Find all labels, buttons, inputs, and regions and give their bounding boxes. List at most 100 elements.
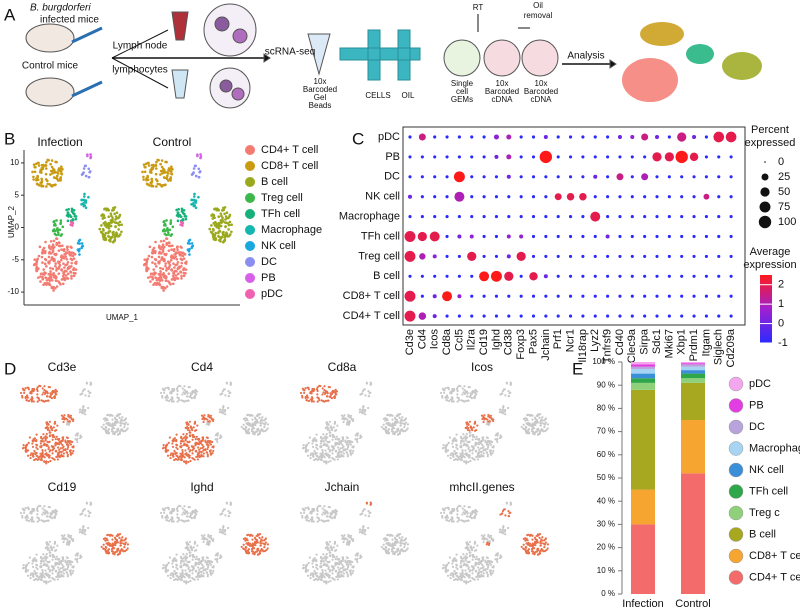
umap-point	[47, 251, 51, 255]
umap-point	[166, 443, 169, 446]
umap-point	[161, 229, 165, 232]
umap-point	[325, 564, 328, 567]
size-legend-label: 25	[778, 171, 790, 183]
umap-point	[486, 447, 489, 451]
umap-point	[185, 515, 189, 518]
umap-point	[214, 238, 218, 241]
umap-point	[342, 568, 346, 571]
umap-point	[471, 438, 474, 441]
dot	[556, 294, 560, 298]
umap-point	[62, 448, 66, 451]
umap-point	[59, 222, 62, 226]
umap-point	[107, 428, 111, 431]
umap-point	[82, 406, 85, 409]
umap-point	[119, 233, 122, 236]
umap-point	[179, 562, 182, 565]
umap-point	[396, 433, 400, 436]
umap-point	[32, 178, 35, 181]
umap-point	[169, 177, 172, 181]
umap-point	[69, 414, 73, 417]
umap-point	[69, 271, 73, 274]
dot	[457, 314, 461, 318]
umap-point	[532, 423, 535, 426]
umap-point	[324, 391, 327, 394]
dot	[457, 135, 461, 139]
umap-point	[386, 423, 390, 426]
umap-point	[151, 261, 154, 264]
umap-point	[58, 568, 61, 571]
dot	[445, 155, 449, 159]
umap-point	[315, 433, 318, 436]
umap-point	[525, 431, 528, 435]
umap-point	[316, 393, 319, 396]
umap-point	[181, 387, 184, 390]
umap-point	[80, 512, 83, 516]
umap-point	[80, 392, 83, 396]
umap-point	[251, 432, 255, 435]
umap-point	[473, 420, 477, 424]
umap-point	[341, 443, 344, 446]
umap-point	[321, 393, 324, 396]
umap-point	[53, 516, 56, 519]
dot	[655, 294, 659, 298]
dot	[544, 234, 548, 239]
umap-point	[183, 509, 186, 512]
dot	[457, 254, 461, 258]
umap-point	[155, 265, 158, 268]
umap-point	[479, 440, 483, 443]
umap-point	[471, 449, 474, 452]
umap-point	[538, 430, 542, 433]
umap-point	[184, 559, 187, 562]
umap-point	[200, 573, 203, 576]
umap-point	[194, 389, 198, 393]
column-label: Sirpa	[639, 328, 651, 355]
umap-point	[162, 259, 166, 263]
umap-point	[260, 542, 263, 545]
umap-point	[176, 272, 180, 276]
umap-point	[59, 244, 62, 248]
cdna	[521, 39, 559, 77]
umap-point	[88, 512, 91, 515]
umap-point	[159, 162, 162, 166]
umap-point	[202, 448, 206, 451]
umap-point	[331, 429, 334, 432]
dot	[618, 274, 622, 278]
umap-point	[111, 240, 115, 244]
umap-point	[193, 199, 197, 203]
umap-point	[171, 452, 175, 455]
label: cell	[456, 87, 468, 96]
umap-point	[190, 198, 193, 202]
dot	[445, 195, 449, 199]
dot	[556, 234, 560, 239]
umap-point	[331, 565, 334, 568]
umap-point	[342, 572, 345, 575]
umap-title: Infection	[37, 135, 82, 149]
umap-point	[390, 430, 394, 433]
umap-point	[324, 569, 327, 572]
umap-point	[171, 562, 174, 565]
column-label: Ccl5	[453, 329, 465, 351]
umap-point	[167, 241, 171, 245]
umap-point	[187, 580, 190, 584]
umap-point	[447, 441, 450, 445]
umap-point	[169, 282, 172, 286]
umap-point	[89, 383, 92, 386]
umap-point	[172, 262, 175, 265]
umap-point	[218, 408, 221, 411]
umap-point	[120, 418, 123, 421]
umap-point	[174, 263, 177, 267]
umap-point	[162, 563, 165, 567]
umap-point	[178, 252, 181, 256]
umap-point	[194, 509, 198, 513]
umap-point	[382, 423, 385, 426]
dot	[543, 134, 548, 140]
umap-point	[161, 172, 164, 175]
umap-point	[89, 153, 92, 156]
umap-point	[483, 414, 486, 417]
umap-point	[42, 391, 45, 394]
umap-point	[164, 286, 167, 290]
umap-point	[172, 273, 176, 276]
umap-point	[98, 227, 102, 231]
umap-point	[36, 268, 39, 271]
umap-point	[89, 503, 92, 506]
